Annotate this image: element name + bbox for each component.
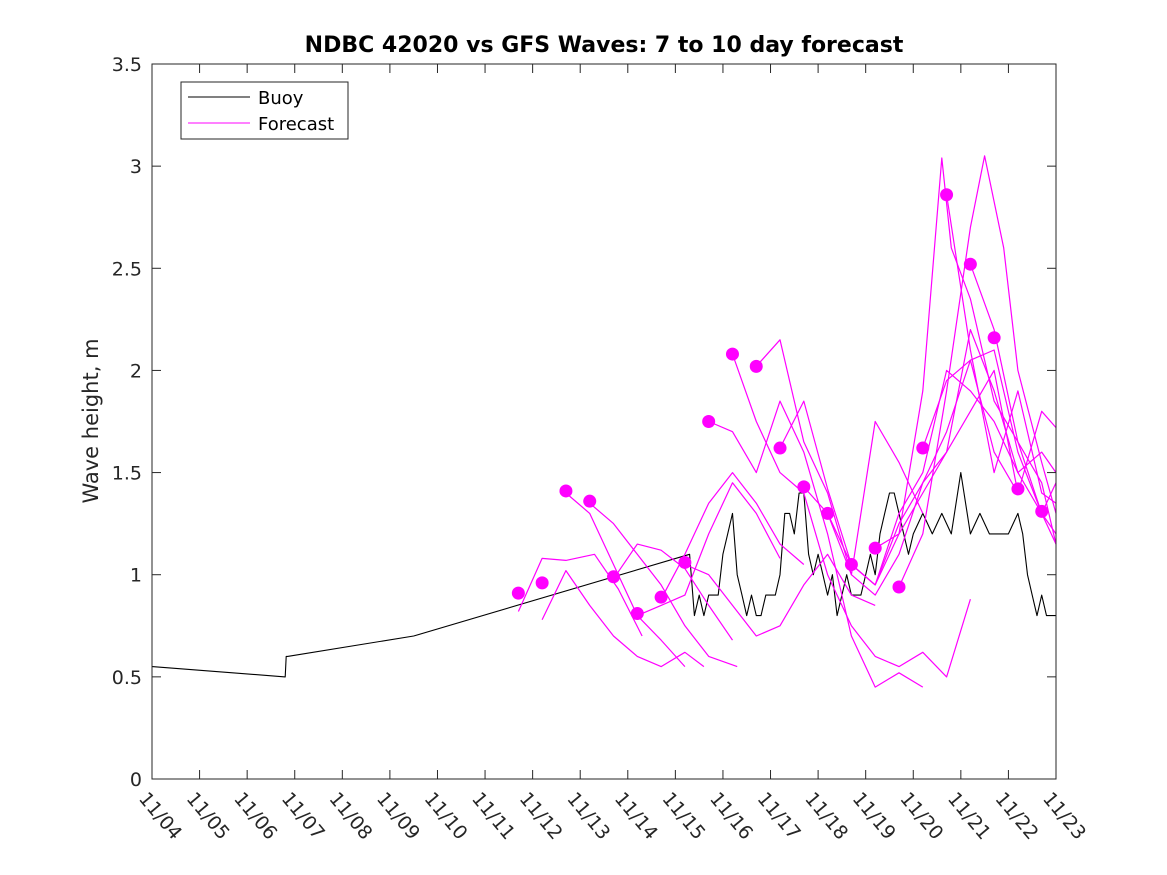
forecast-line-10 [731, 353, 971, 678]
forecast-marker-13 [797, 480, 811, 494]
forecast-line-9 [708, 400, 924, 688]
plot-area [152, 64, 1056, 779]
forecast-marker-7 [654, 590, 668, 604]
forecast-line-1 [517, 553, 643, 637]
forecast-marker-2 [535, 576, 549, 590]
y-tick-label: 2 [130, 360, 142, 382]
forecast-marker-12 [773, 441, 787, 455]
forecast-line-4 [589, 502, 738, 668]
forecast-marker-17 [892, 580, 906, 594]
forecast-line-11 [755, 339, 924, 576]
forecast-line-16 [874, 157, 1057, 549]
forecast-line-8 [684, 553, 876, 637]
forecast-line-2 [541, 569, 705, 668]
forecast-line-17 [898, 155, 1057, 588]
y-tick-label: 3.5 [112, 54, 142, 76]
forecast-line-7 [660, 472, 805, 600]
forecast-marker-9 [702, 415, 716, 428]
forecast-marker-21 [987, 331, 1001, 345]
y-tick-label: 1 [130, 565, 142, 587]
y-tick-label: 0.5 [112, 667, 142, 689]
forecast-marker-10 [725, 347, 739, 361]
forecast-line-5 [613, 543, 733, 641]
forecast-marker-14 [821, 506, 835, 520]
y-tick-label: 1.5 [112, 463, 142, 485]
y-tick-label: 2.5 [112, 258, 142, 280]
forecast-line-3 [565, 492, 686, 668]
forecast-marker-3 [559, 484, 573, 498]
legend-label-buoy: Buoy [258, 88, 304, 109]
y-tick-label: 3 [130, 156, 142, 178]
forecast-marker-5 [607, 570, 621, 584]
buoy-line [151, 472, 1056, 678]
forecast-marker-11 [749, 359, 763, 373]
forecast-line-18 [922, 359, 1057, 494]
series-layer [151, 155, 1057, 688]
forecast-marker-8 [678, 555, 692, 569]
forecast-marker-16 [868, 541, 882, 555]
forecast-marker-18 [916, 441, 930, 455]
marker-layer [511, 188, 1049, 621]
forecast-marker-6 [630, 607, 644, 621]
y-tick-label: 0 [130, 769, 142, 791]
legend: Buoy Forecast [180, 81, 349, 140]
chart-title: NDBC 42020 vs GFS Waves: 7 to 10 day for… [305, 33, 904, 58]
legend-label-forecast: Forecast [258, 114, 334, 135]
forecast-marker-19 [940, 188, 954, 202]
forecast-marker-20 [963, 257, 977, 271]
forecast-marker-15 [844, 558, 858, 571]
forecast-marker-22 [1011, 482, 1025, 496]
axes-box [151, 63, 1057, 780]
forecast-marker-4 [583, 494, 597, 508]
forecast-marker-23 [1035, 504, 1049, 518]
forecast-line-20 [969, 263, 1057, 545]
forecast-marker-1 [511, 586, 525, 600]
y-axis-label: Wave height, m [79, 338, 103, 503]
legend-box [180, 81, 349, 140]
forecast-line-6 [637, 482, 781, 617]
forecast-line-14 [827, 349, 1057, 596]
